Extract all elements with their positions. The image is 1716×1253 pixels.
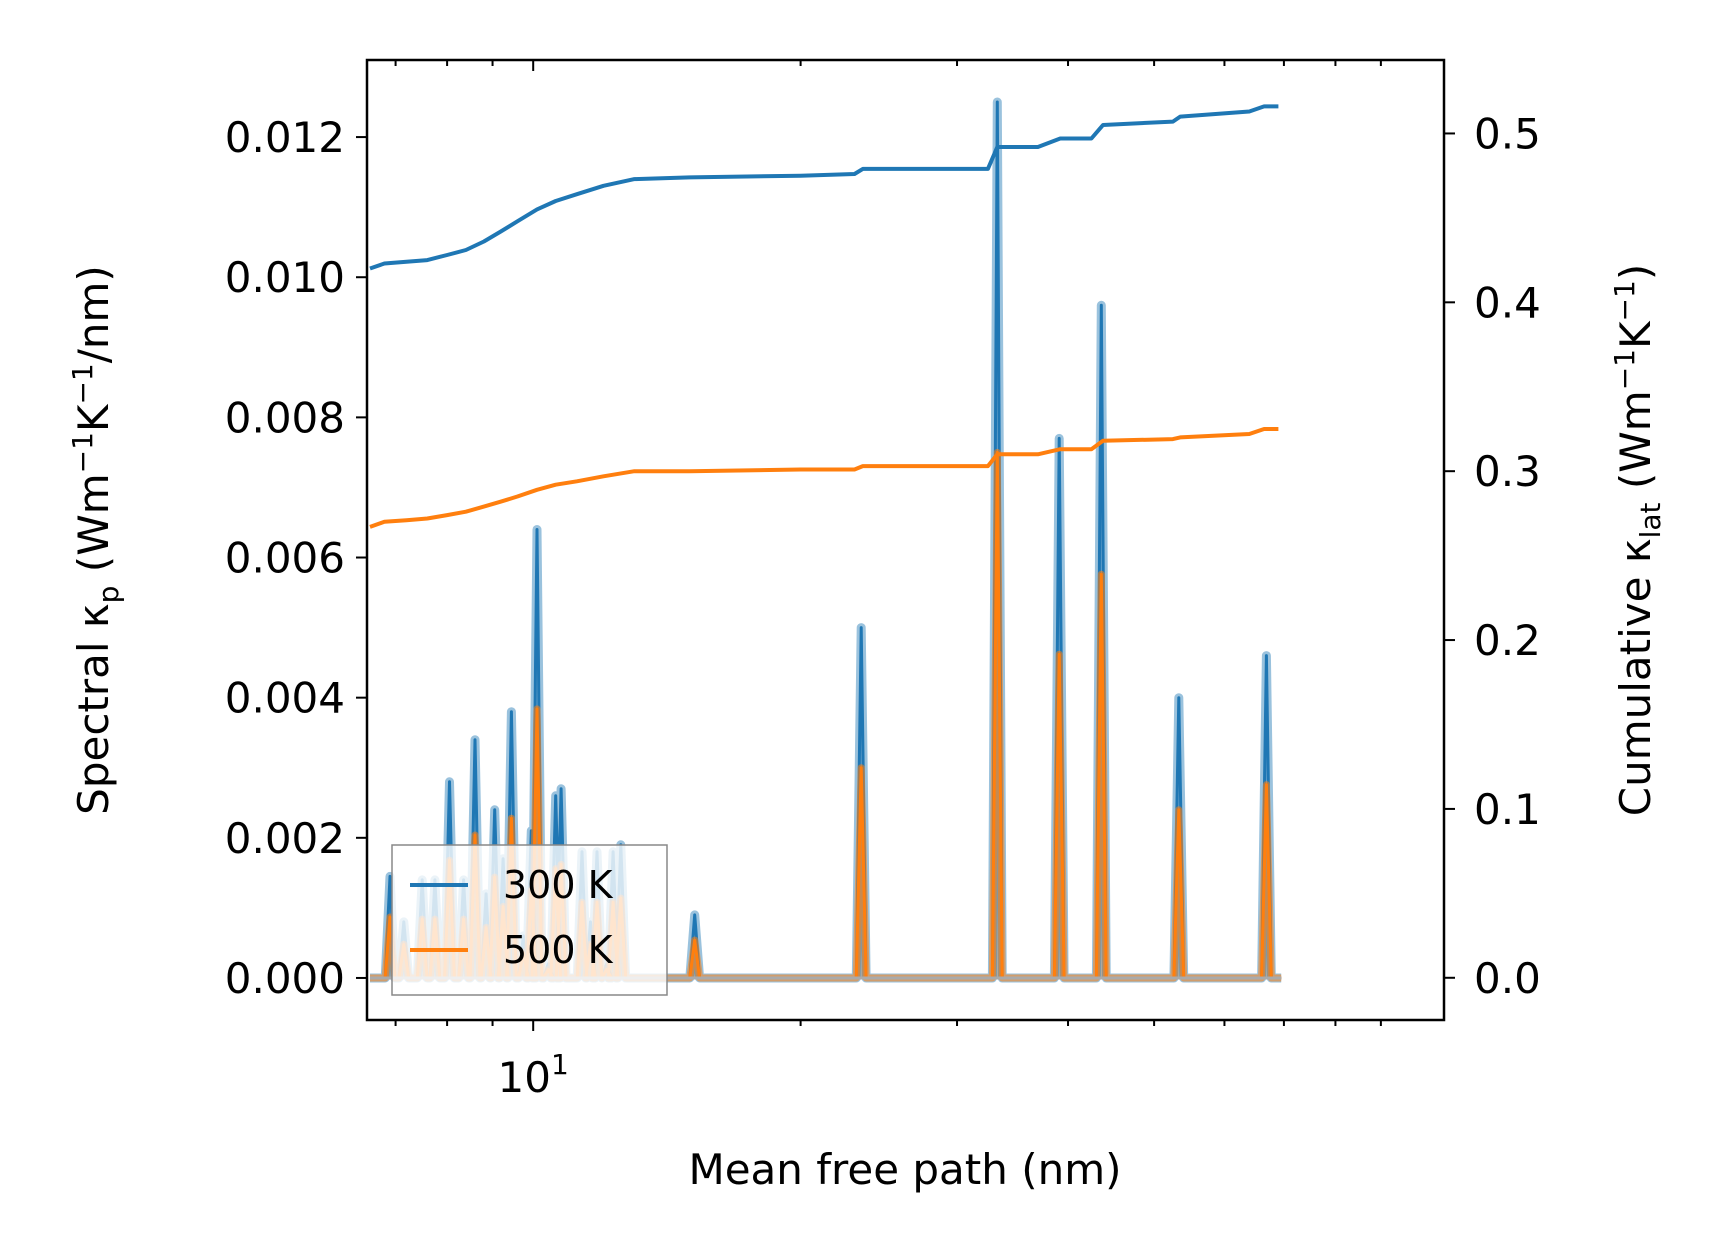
y-left-tick-label: 0.012 [225,113,345,162]
y-right-tick-label: 0.3 [1474,447,1541,496]
y-right-sup2: −1 [1608,280,1641,321]
y-left-units-post: /nm) [69,265,118,363]
y-right-tick-label: 0.4 [1474,278,1541,327]
y-right-tick-label: 0.1 [1474,785,1541,834]
y-left-tick-label: 0.002 [225,814,345,863]
y-left-tick-label: 0.000 [225,954,345,1003]
x-tick-exponent: 1 [551,1048,569,1081]
y-right-sup1: −1 [1608,349,1641,390]
y-left-base: Spectral κ [69,603,118,815]
x-tick-base: 10 [498,1053,551,1102]
plot-frame [365,58,1446,1022]
y-left-tick-label: 0.008 [225,393,345,442]
y-right-tick-label: 0.0 [1474,954,1541,1003]
y-left-mid: K [69,403,118,432]
y-right-tick-label: 0.5 [1474,109,1541,158]
y-right-sub: lat [1634,502,1667,538]
legend: 300 K 500 K [391,844,668,996]
legend-frame [391,844,668,996]
x-major-tick-label: 101 [498,1048,569,1102]
tick-labels: 0.000 0.002 0.004 0.006 0.008 0.010 0.012 0.0 0.… [225,109,1541,1102]
cumulative-series [369,104,1279,529]
cumulative-300k-line [369,104,1279,271]
y-left-sup2: −1 [66,363,99,404]
y-left-tick-label: 0.004 [225,674,345,723]
y-right-tick-label: 0.2 [1474,616,1541,665]
legend-label-300k: 300 K [503,863,614,907]
y-left-sub: p [92,586,125,604]
y-left-sup1: −1 [66,432,99,473]
y-right-units-post: ) [1611,264,1660,280]
y-right-base: Cumulative κ [1611,538,1660,816]
y-axis-title-left: Spectral κp (Wm−1K−1/nm) [66,265,125,815]
y-right-units-pre: (Wm [1611,390,1660,502]
y-right-mid: K [1611,320,1660,349]
x-axis-title: Mean free path (nm) [688,1145,1121,1194]
y-left-tick-label: 0.010 [225,253,345,302]
cumulative-500k-line [369,427,1279,529]
axis-ticks [356,60,1455,1031]
y-axis-title-right: Cumulative κlat (Wm−1K−1) [1608,264,1667,816]
y-left-tick-label: 0.006 [225,534,345,583]
legend-label-500k: 500 K [503,928,614,972]
y-left-units-pre: (Wm [69,473,118,585]
